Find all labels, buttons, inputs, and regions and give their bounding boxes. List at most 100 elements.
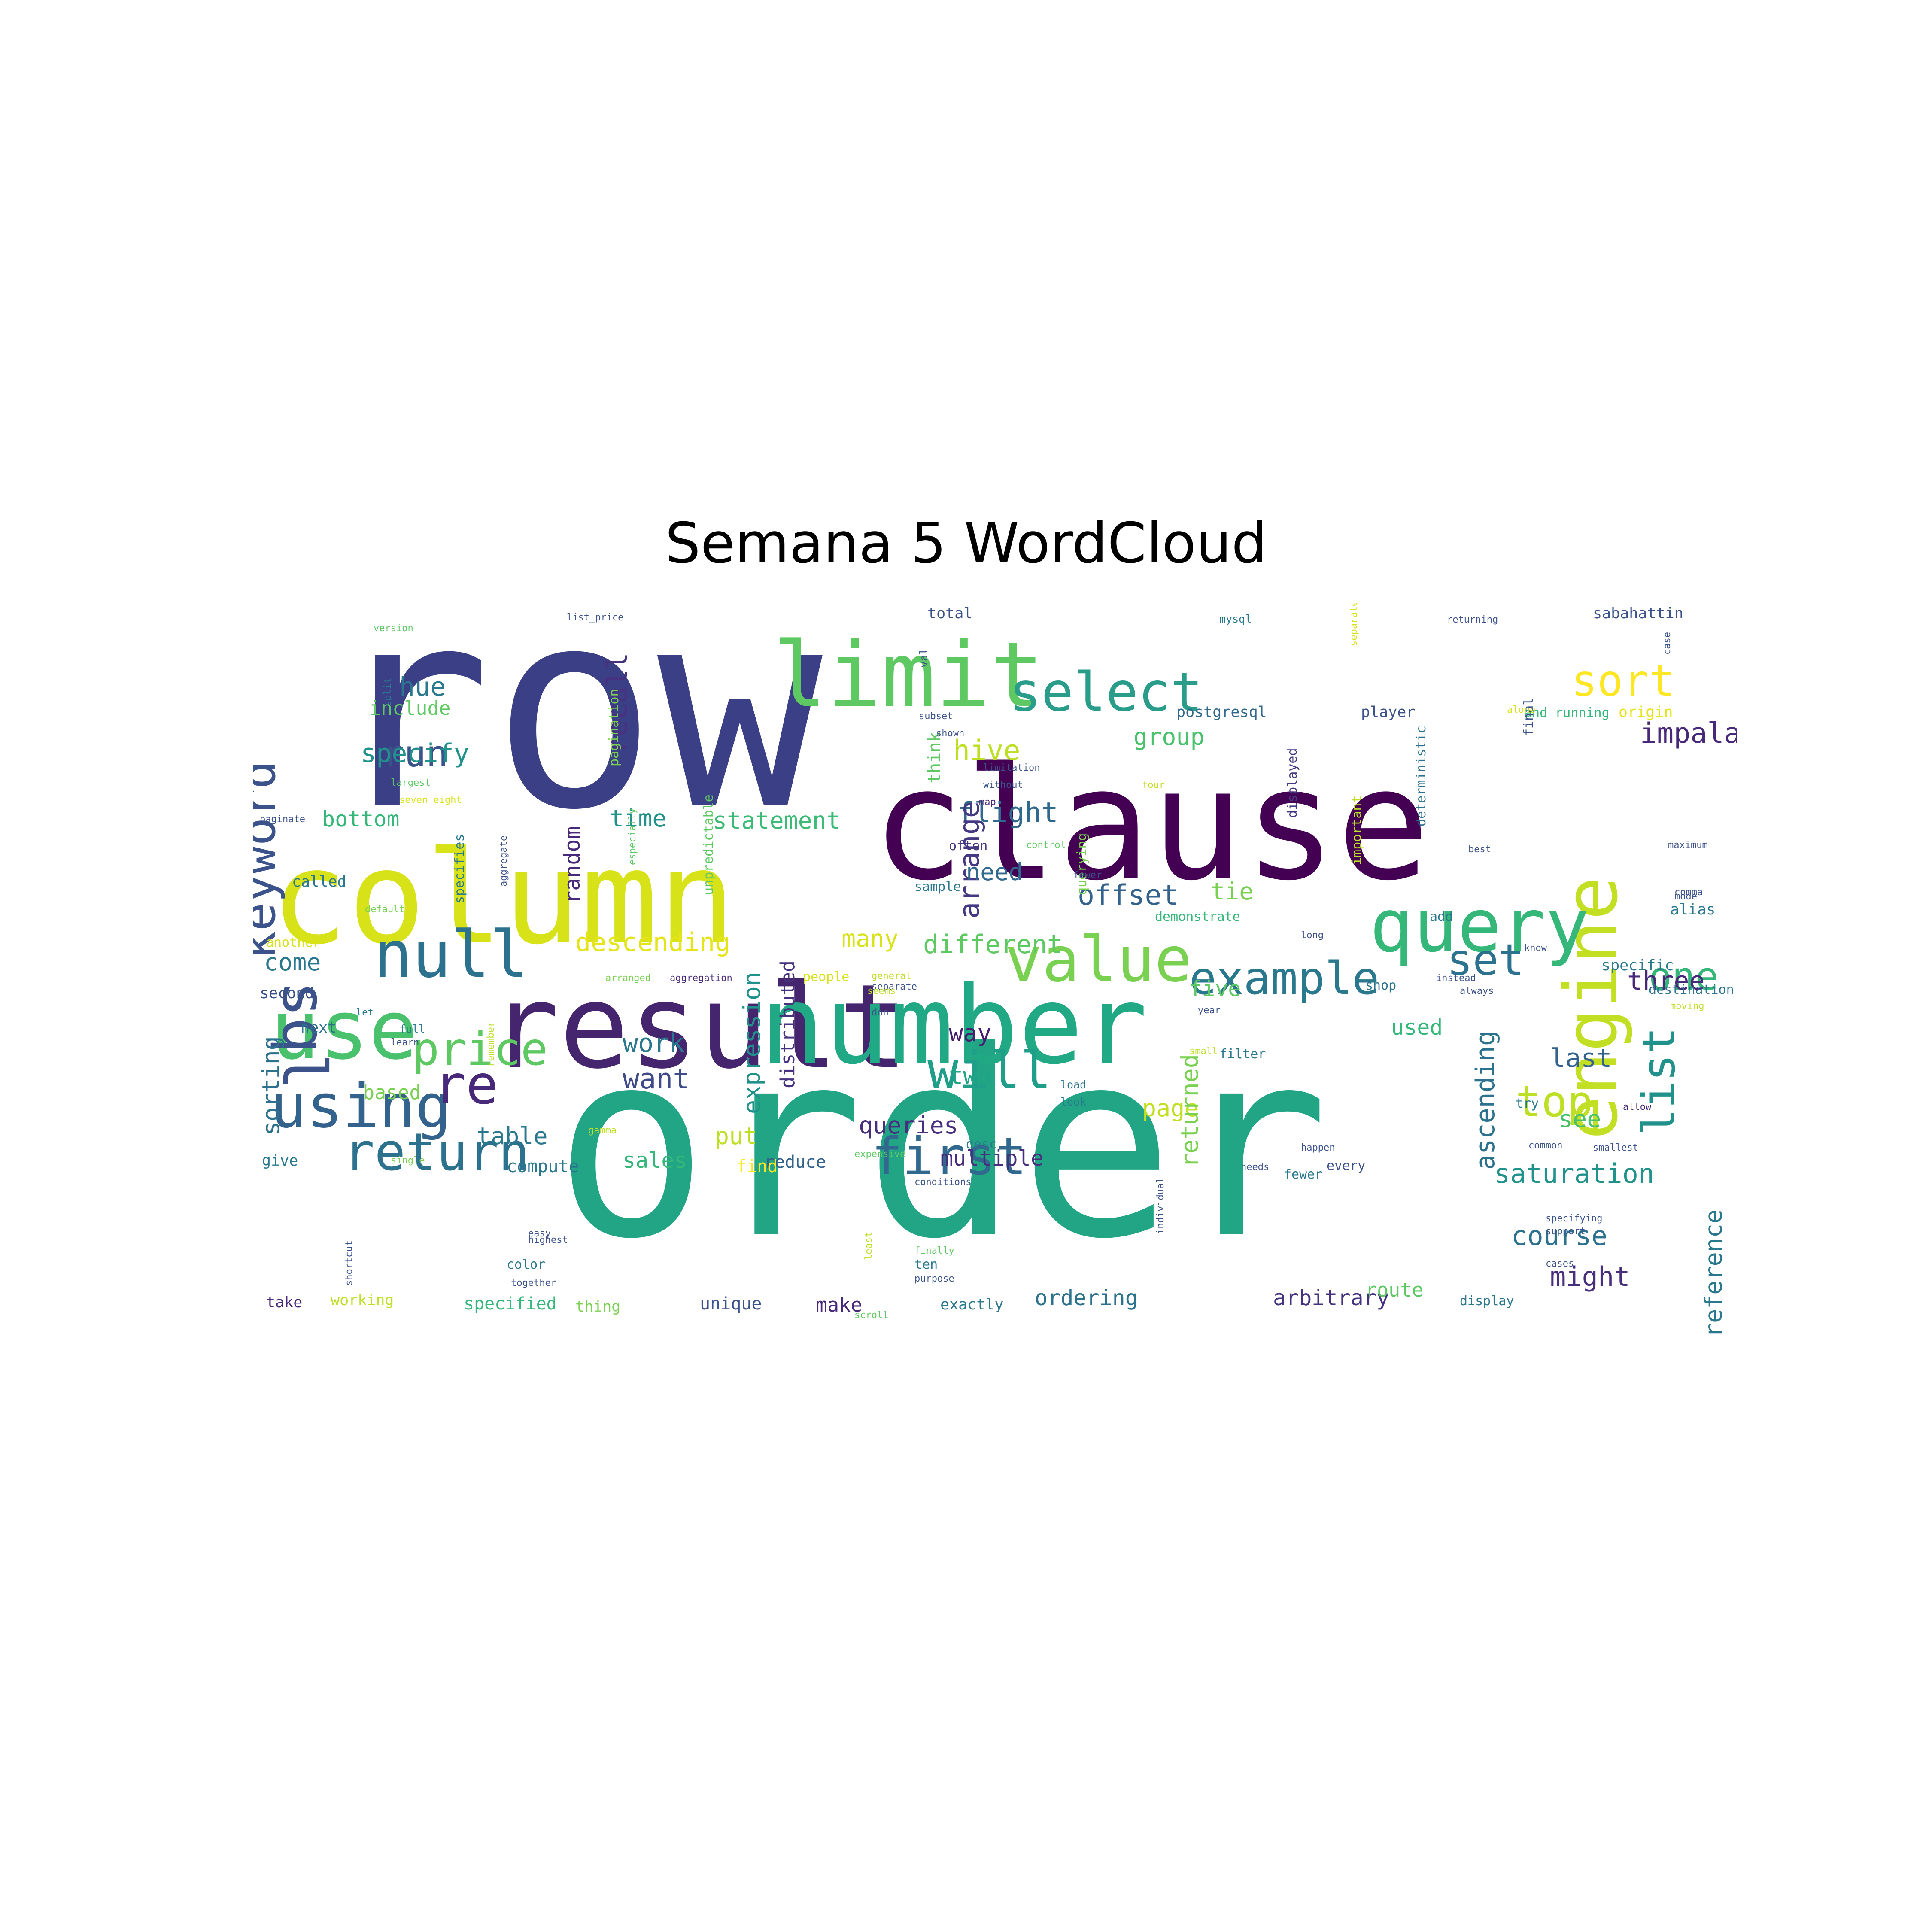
word-mysql: mysql (1219, 613, 1252, 625)
word-often: often (949, 838, 987, 854)
word-sales: sales (623, 1148, 687, 1173)
word-result: result (489, 959, 908, 1094)
word-long: long (1301, 930, 1324, 941)
word-gamma: gamma (588, 1125, 617, 1136)
word-distributed: distributed (776, 960, 799, 1088)
word-least: least (863, 1232, 874, 1260)
word-make: make (816, 1294, 862, 1316)
word-paginate: paginate (260, 814, 305, 825)
word-row: row (326, 603, 825, 870)
word-course: course (1511, 1220, 1607, 1252)
word-tie: tie (1211, 878, 1253, 905)
word-take: take (266, 1294, 302, 1311)
word-sample: sample (914, 879, 961, 894)
word-don: don (872, 1007, 889, 1018)
word-return: return (343, 1123, 529, 1182)
word-sorting: sorting (257, 1036, 285, 1136)
word-postgresql: postgresql (1176, 704, 1267, 721)
word-limitation: limitation (983, 762, 1040, 773)
word-random: random (560, 826, 585, 904)
word-three: three (1627, 966, 1705, 996)
word-unique: unique (700, 1294, 762, 1314)
word-allow: allow (1623, 1102, 1652, 1112)
word-hue: hue (399, 672, 446, 702)
word-destination: destination (1649, 982, 1734, 997)
word-instead: instead (1436, 973, 1476, 984)
word-ordering: ordering (1035, 1285, 1138, 1310)
word-ten: ten (914, 1257, 938, 1272)
word-querying: querying (1075, 833, 1090, 896)
word-total: total (927, 605, 972, 622)
word-version: version (374, 623, 413, 634)
word-player: player (1361, 704, 1415, 721)
word-fewer: fewer (1073, 870, 1102, 881)
word-top: top (1516, 1076, 1593, 1127)
word-demonstrate: demonstrate (1155, 909, 1240, 924)
word-split: split (383, 678, 393, 706)
word-using: using (270, 1072, 451, 1142)
word-thing: thing (575, 1298, 620, 1315)
word-default: default (365, 904, 405, 915)
word-list-price: list_price (567, 612, 623, 623)
word-mode: mode (1674, 891, 1697, 902)
word-and-running: and running (1524, 705, 1610, 720)
figure-title: Semana 5 WordCloud (665, 510, 1267, 576)
word-come: come (264, 948, 321, 976)
word-val: val (917, 648, 930, 668)
word-separate: separate (872, 981, 917, 992)
word-specifies: specifies (452, 834, 467, 904)
word-re: re (434, 1054, 498, 1116)
word-displayed: displayed (1285, 748, 1300, 818)
word-based: based (363, 1081, 421, 1104)
word-keyword: keyword (253, 760, 286, 960)
word-descending: descending (575, 927, 730, 957)
word-remember: remember (486, 1021, 496, 1067)
word-four: four (1142, 780, 1165, 790)
word-especially: especially (627, 808, 638, 865)
word-query: query (1370, 884, 1589, 969)
word-impala: impala (1640, 717, 1737, 750)
word-list: list (1633, 1027, 1685, 1136)
word-used: used (1391, 1015, 1443, 1040)
word-work: work (623, 1028, 685, 1058)
word-aggregation: aggregation (670, 973, 732, 984)
word-hive: hive (953, 735, 1021, 767)
word-page: page (1142, 1094, 1199, 1122)
word-highest: highest (528, 1235, 568, 1245)
word-single: single (391, 1155, 425, 1166)
word-called: called (292, 873, 346, 890)
word-next: next (301, 1019, 337, 1036)
word-color: color (507, 1257, 545, 1272)
word-learn: learn (391, 1037, 419, 1048)
word-specified: specified (464, 1294, 557, 1314)
word-different: different (923, 930, 1063, 960)
word-together: together (511, 1278, 556, 1288)
word-filter: filter (1219, 1047, 1266, 1062)
word-run: run (382, 733, 448, 775)
word-second: second (260, 985, 314, 1002)
word-price: price (412, 1023, 548, 1075)
word-order: order (554, 995, 1329, 1295)
word-two: two (949, 1062, 991, 1090)
word-use: use (270, 983, 418, 1078)
word-time: time (610, 805, 666, 832)
word-null: null (374, 917, 529, 992)
word-desc: desc (966, 1137, 997, 1152)
word-people: people (803, 969, 849, 984)
word-snop: snop (1365, 978, 1396, 993)
word-specific: specific (1601, 957, 1674, 974)
word-best: best (1468, 844, 1491, 855)
word-aggregate: aggregate (498, 835, 509, 887)
word-returned: returned (1176, 1054, 1203, 1168)
word-arranged: arranged (605, 973, 651, 984)
word-load: load (1060, 1078, 1086, 1091)
word-expression: expression (738, 972, 766, 1114)
word-pagination: pagination (607, 689, 622, 766)
word-final: final (1521, 698, 1536, 736)
word-many: many (841, 925, 898, 952)
word-scroll: scroll (854, 1310, 888, 1321)
word-largest: largest (391, 778, 431, 788)
word-think: think (925, 732, 945, 784)
word-might: might (1550, 1261, 1630, 1292)
